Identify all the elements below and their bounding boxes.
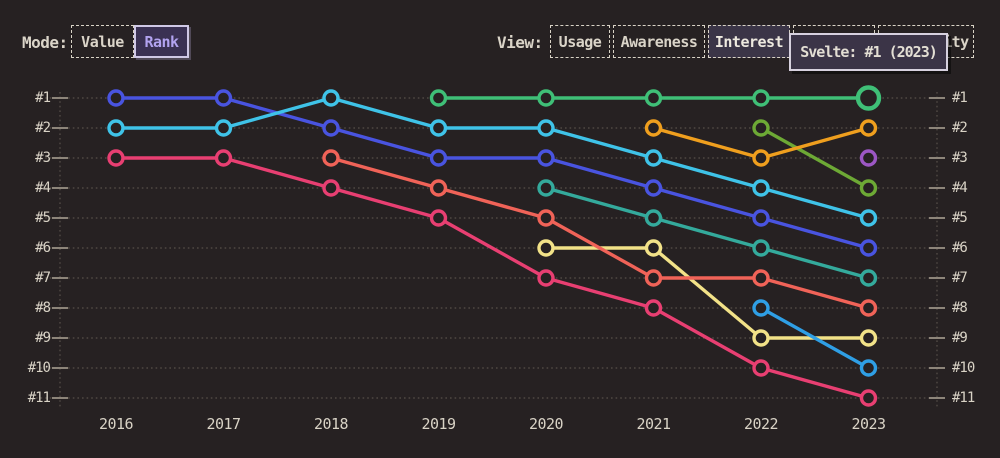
data-point-azure-2022[interactable] [752,299,770,317]
year-label-2017: 2017 [206,415,241,433]
data-point-royal-blue-2022[interactable] [752,209,770,227]
rank-label-left-7: #7 [35,270,51,286]
rank-label-right-11: #11 [952,390,975,406]
data-point-coral-2019[interactable] [429,179,448,197]
data-point-azure-2023[interactable] [859,359,878,377]
data-point-royal-blue-2023[interactable] [859,239,878,257]
data-point-teal-2021[interactable] [644,209,663,227]
data-point-cyan-2018[interactable] [322,89,340,107]
rank-label-left-10: #10 [27,360,51,376]
mode-rank-button[interactable]: Rank [134,25,189,58]
data-point-yellow-2022[interactable] [752,329,770,347]
series-line-royal-blue [114,96,871,250]
data-point-emerald-2019[interactable] [429,89,448,107]
data-point-emerald-2020[interactable] [537,89,555,107]
year-label-2019: 2019 [421,415,456,433]
tooltip: Svelte: #1 (2023) [789,33,948,71]
data-point-emerald-2023[interactable] [855,85,882,111]
data-point-coral-2022[interactable] [752,269,770,287]
data-point-teal-2023[interactable] [859,269,878,287]
data-point-coral-2021[interactable] [644,269,663,287]
data-point-pink-2020[interactable] [537,269,555,287]
year-label-2023: 2023 [851,415,886,433]
data-point-emerald-2022[interactable] [752,89,770,107]
data-point-teal-2022[interactable] [752,239,770,257]
data-point-pink-2019[interactable] [429,209,448,227]
data-point-orange-2022[interactable] [752,149,770,167]
data-point-teal-2020[interactable] [537,179,555,197]
rank-label-left-8: #8 [35,300,51,316]
rank-label-left-9: #9 [35,330,51,346]
data-point-cyan-2023[interactable] [859,209,878,227]
rank-label-right-9: #9 [952,330,968,346]
rank-label-right-1: #1 [952,90,968,106]
data-point-royal-blue-2021[interactable] [644,179,663,197]
tooltip-text: Svelte: #1 (2023) [800,43,938,61]
year-label-2022: 2022 [743,415,779,433]
data-point-coral-2020[interactable] [537,209,555,227]
year-label-2016: 2016 [98,415,134,433]
data-point-royal-blue-2019[interactable] [429,149,448,167]
rank-label-left-11: #11 [27,390,51,406]
data-point-coral-2018[interactable] [322,149,340,167]
data-point-pink-2017[interactable] [214,149,233,167]
rank-label-right-6: #6 [952,240,968,256]
rank-label-right-4: #4 [952,180,968,196]
data-point-pink-2022[interactable] [752,359,770,377]
data-point-coral-2023[interactable] [859,299,878,317]
rank-label-right-3: #3 [952,150,968,166]
view-awareness-button[interactable]: Awareness [613,25,705,58]
rank-label-left-4: #4 [35,180,51,196]
series-line-pink [114,156,871,400]
data-point-emerald-2021[interactable] [644,89,663,107]
rank-label-left-5: #5 [35,210,51,226]
rank-label-right-10: #10 [952,360,975,376]
year-label-2021: 2021 [636,415,671,433]
data-point-cyan-2021[interactable] [644,149,663,167]
rank-label-left-6: #6 [35,240,51,256]
data-point-cyan-2016[interactable] [107,119,125,137]
rank-label-right-2: #2 [952,120,968,136]
series-line-cyan [114,96,871,220]
rank-label-right-7: #7 [952,270,968,286]
mode-label: Mode: [22,33,68,52]
year-label-2020: 2020 [528,415,564,433]
data-point-royal-blue-2020[interactable] [537,149,555,167]
data-point-pink-2016[interactable] [107,149,125,167]
data-point-olive-2023[interactable] [859,179,878,197]
data-point-pink-2021[interactable] [644,299,663,317]
rank-label-right-8: #8 [952,300,968,316]
data-point-cyan-2020[interactable] [537,119,555,137]
rank-label-left-3: #3 [35,150,51,166]
series-line-azure [759,306,871,370]
data-point-royal-blue-2016[interactable] [107,89,125,107]
rank-label-left-1: #1 [35,90,51,106]
data-point-yellow-2020[interactable] [537,239,555,257]
data-point-royal-blue-2017[interactable] [214,89,233,107]
data-point-cyan-2017[interactable] [214,119,233,137]
data-point-purple-2023[interactable] [859,149,878,167]
rank-label-right-5: #5 [952,210,968,226]
view-label: View: [497,33,543,52]
series-line-olive [759,126,871,190]
data-point-pink-2023[interactable] [859,389,878,407]
mode-value-button[interactable]: Value [71,25,134,58]
series-line-coral [329,156,871,310]
data-point-olive-2022[interactable] [752,119,770,137]
data-point-yellow-2021[interactable] [644,239,663,257]
view-usage-button[interactable]: Usage [550,25,610,58]
year-label-2018: 2018 [313,415,349,433]
data-point-orange-2023[interactable] [859,119,878,137]
data-point-pink-2018[interactable] [322,179,340,197]
data-point-cyan-2019[interactable] [429,119,448,137]
rank-label-left-2: #2 [35,120,51,136]
data-point-royal-blue-2018[interactable] [322,119,340,137]
data-point-yellow-2023[interactable] [859,329,878,347]
data-point-cyan-2022[interactable] [752,179,770,197]
series-line-teal [544,186,871,280]
data-point-orange-2021[interactable] [644,119,663,137]
